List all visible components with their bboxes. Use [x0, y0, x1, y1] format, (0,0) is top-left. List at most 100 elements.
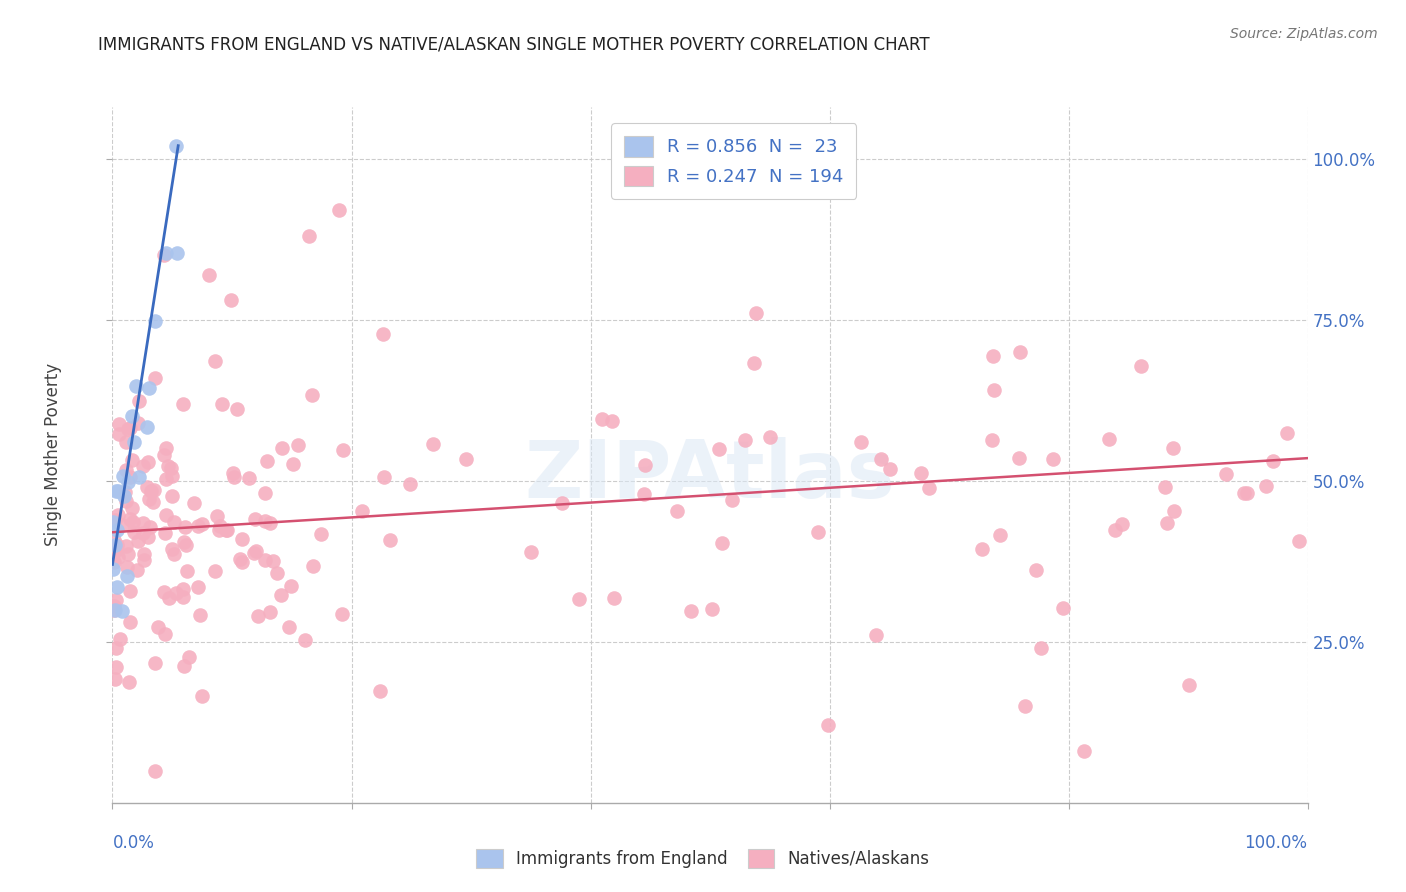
Point — [103, 603, 125, 617]
Point — [111, 604, 134, 618]
Point — [1104, 523, 1126, 537]
Point — [107, 508, 129, 522]
Point — [191, 517, 214, 532]
Point — [115, 560, 138, 574]
Point — [980, 433, 1002, 447]
Point — [117, 475, 139, 490]
Point — [1215, 467, 1237, 482]
Point — [332, 442, 354, 457]
Point — [115, 463, 138, 477]
Point — [104, 543, 127, 558]
Point — [145, 656, 167, 670]
Point — [160, 541, 183, 556]
Point — [294, 632, 316, 647]
Point — [105, 640, 128, 655]
Point — [136, 455, 159, 469]
Point — [758, 430, 780, 444]
Point — [910, 466, 932, 480]
Point — [108, 632, 131, 647]
Point — [256, 453, 278, 467]
Point — [1288, 534, 1310, 549]
Point — [222, 467, 245, 481]
Point — [983, 349, 1005, 363]
Point — [600, 414, 623, 428]
Point — [280, 579, 302, 593]
Point — [1073, 744, 1095, 758]
Point — [160, 489, 183, 503]
Point — [208, 519, 231, 533]
Point — [208, 523, 231, 537]
Text: IMMIGRANTS FROM ENGLAND VS NATIVE/ALASKAN SINGLE MOTHER POVERTY CORRELATION CHAR: IMMIGRANTS FROM ENGLAND VS NATIVE/ALASKA… — [98, 36, 929, 54]
Point — [101, 562, 124, 576]
Point — [591, 412, 613, 426]
Point — [165, 138, 187, 153]
Point — [679, 604, 702, 618]
Point — [172, 397, 194, 411]
Legend: R = 0.856  N =  23, R = 0.247  N = 194: R = 0.856 N = 23, R = 0.247 N = 194 — [612, 123, 856, 199]
Point — [122, 515, 145, 529]
Point — [1129, 359, 1152, 373]
Point — [247, 608, 270, 623]
Point — [1261, 454, 1284, 468]
Point — [253, 553, 276, 567]
Point — [105, 580, 128, 594]
Point — [211, 397, 233, 411]
Point — [231, 532, 253, 546]
Point — [117, 547, 139, 561]
Point — [222, 470, 245, 484]
Point — [135, 420, 157, 434]
Point — [117, 422, 139, 436]
Point — [114, 494, 136, 508]
Point — [127, 534, 149, 549]
Point — [187, 518, 209, 533]
Point — [281, 458, 304, 472]
Point — [136, 530, 159, 544]
Point — [104, 593, 127, 607]
Point — [127, 417, 149, 431]
Point — [1025, 562, 1047, 576]
Text: 0.0%: 0.0% — [112, 834, 155, 852]
Point — [665, 503, 688, 517]
Point — [157, 459, 180, 474]
Point — [734, 433, 756, 447]
Point — [176, 564, 198, 578]
Point — [153, 526, 176, 541]
Point — [1163, 504, 1185, 518]
Point — [1014, 699, 1036, 714]
Point — [143, 483, 166, 498]
Point — [120, 512, 142, 526]
Point — [155, 473, 177, 487]
Point — [146, 620, 169, 634]
Point — [188, 607, 211, 622]
Point — [105, 523, 128, 537]
Point — [124, 379, 146, 393]
Point — [121, 501, 143, 516]
Point — [104, 673, 127, 687]
Point — [135, 480, 157, 494]
Point — [104, 603, 127, 617]
Point — [1177, 678, 1199, 692]
Text: Source: ZipAtlas.com: Source: ZipAtlas.com — [1230, 27, 1378, 41]
Point — [118, 674, 141, 689]
Point — [368, 684, 391, 698]
Point — [1154, 480, 1177, 494]
Point — [1098, 433, 1121, 447]
Point — [259, 606, 281, 620]
Point — [107, 549, 129, 564]
Point — [128, 394, 150, 409]
Point — [183, 496, 205, 510]
Point — [1042, 452, 1064, 467]
Point — [153, 627, 176, 641]
Point — [157, 591, 180, 606]
Point — [807, 525, 830, 540]
Point — [152, 585, 174, 599]
Point — [277, 620, 299, 634]
Point — [143, 764, 166, 778]
Point — [568, 592, 591, 607]
Point — [155, 245, 177, 260]
Point — [132, 553, 155, 567]
Point — [266, 566, 288, 580]
Point — [112, 489, 135, 503]
Point — [720, 493, 742, 508]
Point — [1254, 479, 1277, 493]
